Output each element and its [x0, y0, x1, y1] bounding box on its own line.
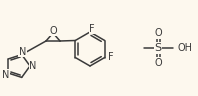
Text: N: N	[19, 47, 26, 57]
Text: F: F	[108, 51, 113, 62]
Text: O: O	[154, 58, 162, 67]
Text: N: N	[29, 61, 37, 71]
Text: S: S	[154, 43, 162, 53]
Text: OH: OH	[178, 43, 193, 53]
Text: F: F	[89, 24, 95, 34]
Text: O: O	[154, 29, 162, 38]
Text: O: O	[49, 26, 57, 36]
Text: N: N	[2, 70, 10, 80]
